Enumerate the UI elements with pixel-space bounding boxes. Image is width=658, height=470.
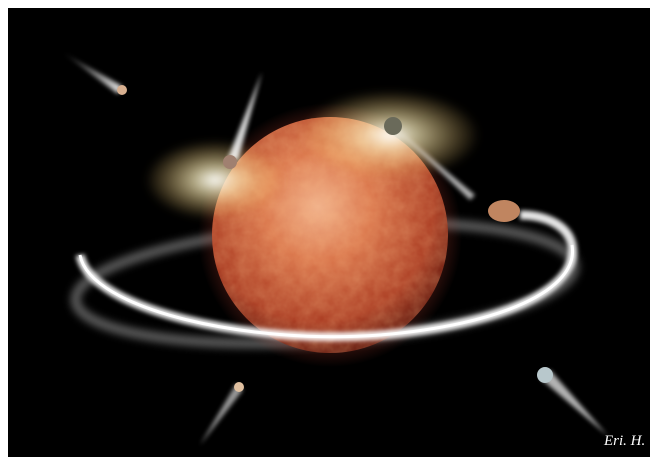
impact-glow bbox=[145, 140, 285, 220]
comet bbox=[200, 382, 244, 445]
impact-ray bbox=[228, 72, 262, 160]
impact-glow bbox=[300, 90, 480, 180]
moon bbox=[488, 200, 520, 222]
impact-ray bbox=[395, 128, 475, 200]
moon bbox=[223, 155, 237, 169]
comet bbox=[62, 52, 127, 95]
ring-highlight bbox=[78, 244, 574, 339]
comet bbox=[537, 367, 608, 436]
signature: Eri. H. bbox=[603, 433, 645, 449]
moon bbox=[384, 117, 402, 135]
